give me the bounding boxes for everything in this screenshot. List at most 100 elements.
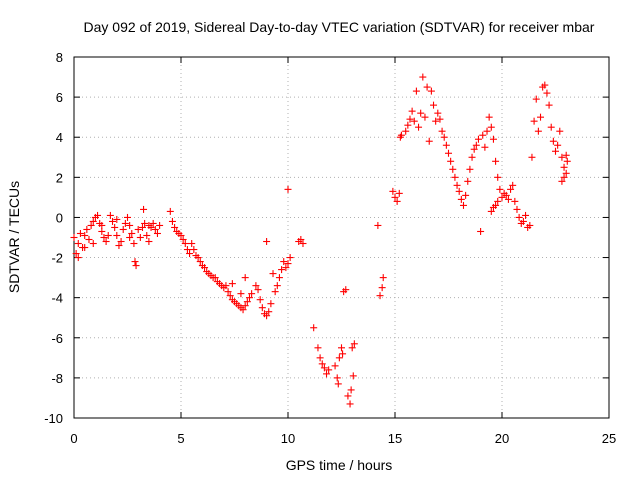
data-point <box>562 151 570 159</box>
data-point <box>415 123 423 131</box>
data-point <box>376 292 384 300</box>
data-point <box>280 258 288 266</box>
data-point <box>511 197 519 205</box>
data-point <box>423 83 431 91</box>
data-point <box>513 205 521 213</box>
y-tick-label: -4 <box>51 291 63 306</box>
data-point <box>498 193 506 201</box>
y-tick-label: 4 <box>56 130 63 145</box>
data-point <box>241 302 249 310</box>
data-point <box>453 181 461 189</box>
data-point <box>186 250 194 258</box>
data-point <box>425 137 433 145</box>
data-point <box>410 117 418 125</box>
data-point <box>115 242 123 250</box>
data-point <box>349 372 357 380</box>
data-point <box>241 274 249 282</box>
y-tick-label: 2 <box>56 170 63 185</box>
data-point <box>489 135 497 143</box>
data-point <box>179 236 187 244</box>
data-point <box>442 141 450 149</box>
data-point <box>331 362 339 370</box>
data-point <box>483 127 491 135</box>
data-point <box>275 274 283 282</box>
data-point <box>130 240 138 248</box>
data-point <box>466 165 474 173</box>
data-point <box>316 354 324 362</box>
data-point <box>166 207 174 215</box>
data-point <box>201 264 209 272</box>
data-point <box>334 380 342 388</box>
x-axis: 0 5 10 15 20 25 <box>70 57 616 446</box>
data-point <box>98 227 106 235</box>
data-point <box>102 238 110 246</box>
data-point <box>470 145 478 153</box>
data-point <box>459 201 467 209</box>
data-point <box>552 147 559 155</box>
data-point <box>395 189 403 197</box>
data-point <box>347 386 355 394</box>
data-point <box>344 392 352 400</box>
data-point <box>545 101 553 109</box>
data-point <box>106 211 114 219</box>
data-point <box>333 374 341 382</box>
data-point <box>183 246 191 254</box>
data-point <box>196 258 204 266</box>
data-point <box>171 223 179 231</box>
data-point <box>502 191 510 199</box>
data-point <box>243 298 251 306</box>
data-point <box>408 107 416 115</box>
data-point <box>74 240 82 248</box>
data-point <box>419 73 427 81</box>
data-point <box>509 181 517 189</box>
data-point <box>100 234 108 241</box>
data-point <box>464 177 472 185</box>
data-point <box>323 370 331 378</box>
data-point <box>412 87 420 95</box>
data-point <box>145 238 153 246</box>
data-point <box>143 231 151 239</box>
data-point <box>273 282 281 290</box>
data-point <box>284 185 292 193</box>
data-point <box>379 274 387 282</box>
data-point <box>455 187 463 195</box>
data-point <box>190 246 198 254</box>
data-point <box>89 217 97 225</box>
x-tick-label: 0 <box>70 431 77 446</box>
data-point <box>140 205 148 213</box>
data-point <box>468 153 476 161</box>
data-point <box>124 213 131 221</box>
data-point <box>263 238 271 246</box>
data-point <box>547 123 555 131</box>
data-point <box>445 149 452 157</box>
data-point <box>562 169 570 177</box>
y-tick-label: -6 <box>51 331 63 346</box>
data-point <box>310 324 318 332</box>
data-point <box>194 254 202 262</box>
x-axis-label: GPS time / hours <box>286 457 393 473</box>
data-point <box>269 270 277 278</box>
data-point <box>248 290 256 298</box>
data-point <box>558 153 566 161</box>
data-point <box>226 292 234 300</box>
data-point <box>111 223 119 231</box>
data-point <box>151 225 159 233</box>
data-point <box>560 173 568 181</box>
data-point <box>391 193 399 201</box>
data-point <box>237 290 245 298</box>
data-point <box>263 312 271 320</box>
data-point <box>81 231 89 239</box>
data-point <box>494 173 502 181</box>
x-tick-label: 20 <box>495 431 509 446</box>
x-tick-label: 15 <box>388 431 402 446</box>
data-point <box>318 360 326 368</box>
data-point <box>119 225 127 233</box>
x-tick-label: 10 <box>281 431 295 446</box>
x-tick-label: 25 <box>602 431 616 446</box>
data-point <box>496 185 504 193</box>
data-point <box>556 127 564 135</box>
data-point <box>134 225 142 233</box>
data-point <box>432 117 440 125</box>
data-point <box>457 195 465 203</box>
data-point <box>256 296 264 304</box>
